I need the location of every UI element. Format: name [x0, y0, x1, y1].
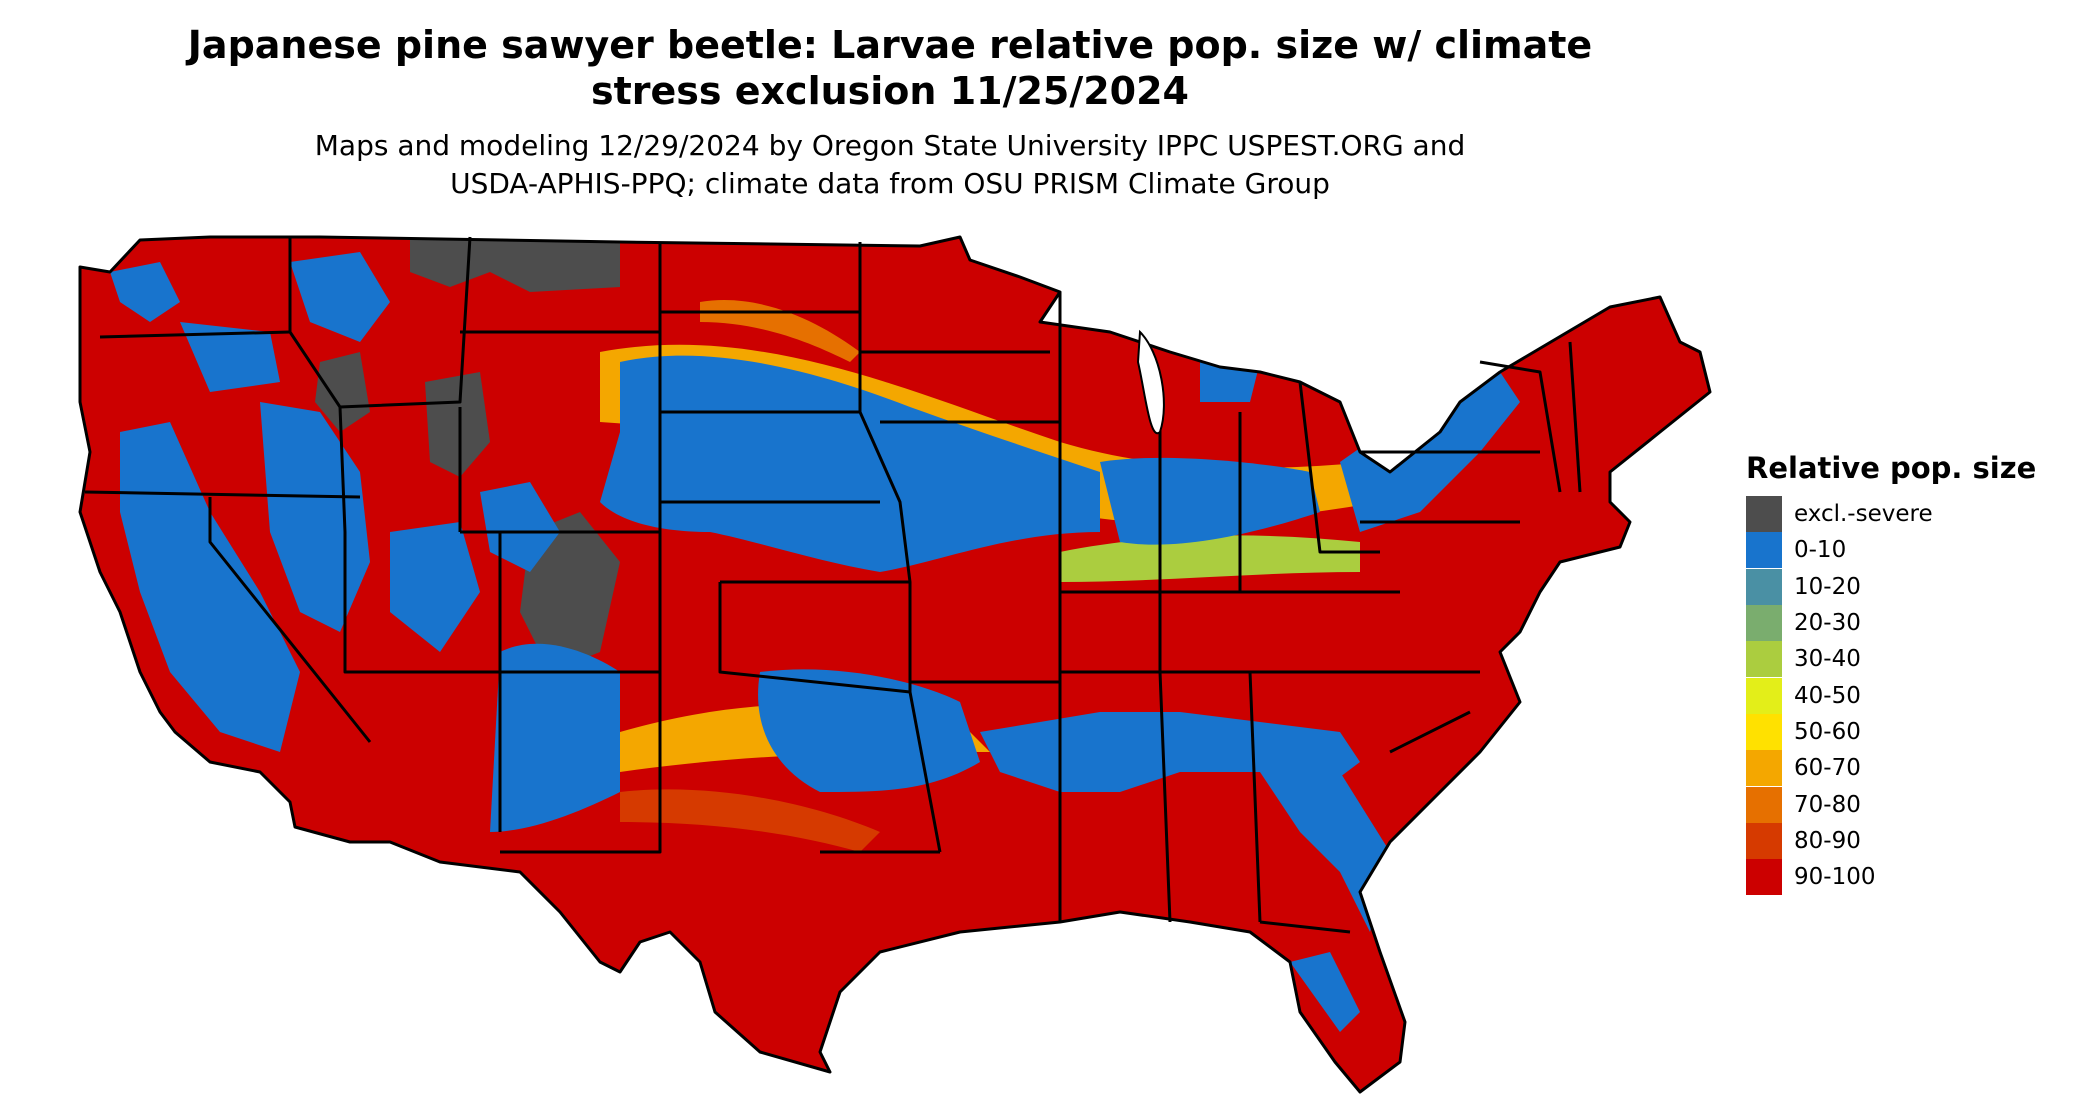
legend-swatch — [1746, 786, 1782, 823]
legend-item: 30-40 — [1746, 641, 2066, 678]
legend-item: 70-80 — [1746, 786, 2066, 823]
band-70-80-dakota — [700, 300, 860, 362]
legend-label: excl.-severe — [1794, 501, 1933, 528]
legend-item: excl.-severe — [1746, 496, 2066, 533]
low-zone-idaho-north — [290, 252, 390, 342]
legend-label: 0-10 — [1794, 537, 1847, 564]
border-nh-vt — [1568, 341, 1582, 493]
low-zone-central-plains — [600, 355, 1100, 572]
map-subtitle: Maps and modeling 12/29/2024 by Oregon S… — [140, 127, 1640, 203]
legend-item: 60-70 — [1746, 750, 2066, 787]
map-title-line-1: Japanese pine sawyer beetle: Larvae rela… — [187, 23, 1593, 67]
lake-michigan — [1136, 329, 1165, 435]
map-title: Japanese pine sawyer beetle: Larvae rela… — [140, 22, 1640, 114]
border-fl-ga — [1259, 920, 1351, 934]
border-ca-nv — [208, 497, 372, 743]
legend-swatch — [1746, 641, 1782, 678]
legend-swatch — [1746, 822, 1782, 859]
legend-title: Relative pop. size — [1746, 451, 2037, 485]
legend: Relative pop. size excl.-severe 0-10 10-20… — [1746, 450, 2066, 896]
low-zone-new-mexico — [490, 643, 620, 832]
state-borders — [78, 235, 1712, 1094]
map-subtitle-line-1: Maps and modeling 12/29/2024 by Oregon S… — [314, 129, 1466, 162]
border-new-england — [1479, 360, 1562, 493]
legend-label: 70-80 — [1794, 791, 1861, 818]
legend-swatch — [1746, 605, 1782, 642]
legend-swatch — [1746, 713, 1782, 750]
legend-label: 50-60 — [1794, 718, 1861, 745]
border-id-west — [288, 237, 347, 533]
legend-swatch — [1746, 568, 1782, 605]
us-map-svg — [78, 235, 1712, 1094]
legend-label: 30-40 — [1794, 646, 1861, 673]
legend-label: 90-100 — [1794, 864, 1876, 891]
national-outline — [78, 235, 1712, 1094]
border-wa-or — [99, 330, 291, 339]
legend-swatch — [1746, 859, 1782, 896]
border-il-in-ms-al — [1158, 412, 1172, 923]
legend-label: 60-70 — [1794, 755, 1861, 782]
legend-label: 80-90 — [1794, 827, 1861, 854]
excluded-region-wyoming — [425, 372, 490, 477]
low-zone-georgia-carolina — [1260, 772, 1390, 932]
low-zone-washington — [110, 262, 180, 322]
legend-swatch — [1746, 496, 1782, 533]
low-zone-utah — [390, 522, 480, 652]
band-80-90-texas — [620, 789, 880, 852]
border-ok — [718, 582, 911, 694]
legend-label: 40-50 — [1794, 682, 1861, 709]
legend-swatch — [1746, 750, 1782, 787]
excluded-region-idaho — [315, 352, 370, 432]
border-or-ca-nv — [84, 490, 361, 499]
border-mn-ia-mo-ar — [858, 242, 942, 853]
legend-swatch — [1746, 532, 1782, 569]
legend-item: 0-10 — [1746, 532, 2066, 569]
low-zone-california — [120, 422, 300, 752]
low-zone-oregon — [180, 322, 280, 392]
us-map — [60, 232, 1720, 1112]
legend-item: 80-90 — [1746, 822, 2066, 859]
map-subtitle-line-2: USDA-APHIS-PPQ; climate data from OSU PR… — [450, 167, 1330, 200]
legend-items: excl.-severe 0-10 10-20 20-30 30-40 40-50 50-6… — [1746, 496, 2066, 896]
legend-item: 10-20 — [1746, 568, 2066, 605]
border-nm-tx — [500, 672, 662, 854]
legend-item: 90-100 — [1746, 859, 2066, 896]
legend-item: 20-30 — [1746, 605, 2066, 642]
border-ut-az — [343, 532, 660, 674]
map-title-line-2: stress exclusion 11/25/2024 — [591, 69, 1189, 113]
low-zone-indiana-ohio — [1100, 457, 1320, 545]
legend-item: 40-50 — [1746, 677, 2066, 714]
legend-label: 20-30 — [1794, 610, 1861, 637]
transition-band-east — [1060, 535, 1360, 582]
excluded-region-north-montana — [410, 237, 620, 292]
legend-item: 50-60 — [1746, 713, 2066, 750]
legend-swatch — [1746, 677, 1782, 714]
border-id-mt — [339, 236, 472, 409]
low-zone-florida — [1290, 952, 1360, 1032]
legend-label: 10-20 — [1794, 573, 1861, 600]
border-oh-wv — [1298, 381, 1380, 554]
border-al-ga — [1248, 671, 1262, 923]
border-sc-ga — [1389, 710, 1471, 754]
